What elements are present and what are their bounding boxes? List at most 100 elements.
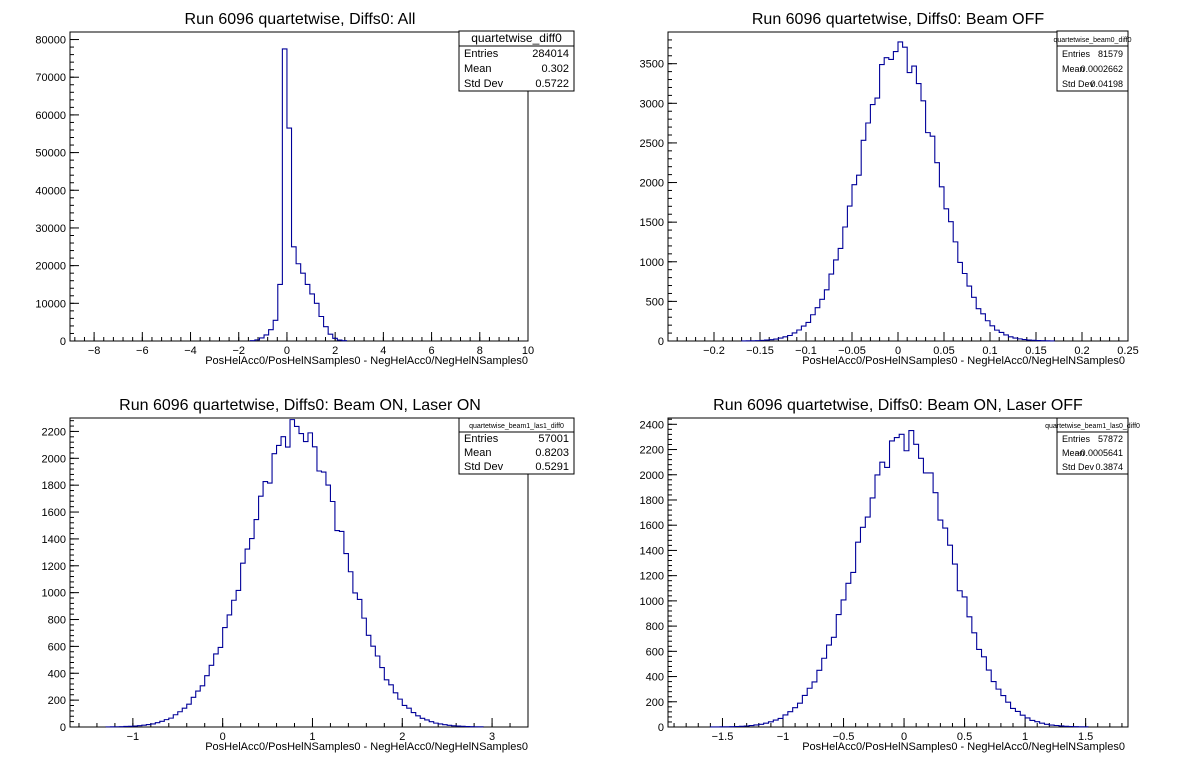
- histogram-bin: [939, 187, 944, 341]
- x-tick-label: 3: [489, 731, 495, 743]
- histogram-bin: [133, 726, 137, 727]
- histogram-bin: [958, 262, 963, 341]
- y-tick-label: 2000: [42, 453, 66, 465]
- histogram-bin: [870, 105, 875, 341]
- histogram-bin: [380, 668, 384, 727]
- x-tick-label: 0: [895, 345, 901, 357]
- histogram-line: [105, 419, 484, 728]
- histogram-bin: [429, 722, 433, 727]
- x-tick-label: −1.5: [712, 731, 734, 743]
- x-tick-label: −1: [777, 731, 790, 743]
- histogram-bin: [880, 462, 885, 727]
- histogram-bin: [296, 264, 301, 341]
- histogram-bin: [860, 527, 865, 727]
- histogram-bin: [952, 564, 957, 727]
- x-axis-title: PosHelAcc0/PosHelNSamples0 - NegHelAcc0/…: [802, 355, 1125, 367]
- histogram-bin: [348, 572, 352, 727]
- y-tick-label: 10000: [35, 298, 66, 310]
- histogram-bin: [187, 704, 191, 727]
- histogram-bin: [938, 520, 943, 727]
- histogram-bin: [452, 726, 456, 727]
- y-tick-label: 2500: [640, 138, 664, 150]
- y-tick-label: 1600: [640, 520, 664, 532]
- histogram-bin: [890, 441, 895, 727]
- histogram-bin: [1035, 722, 1040, 727]
- histogram-bin: [817, 670, 822, 727]
- histogram-line: [741, 41, 1055, 342]
- histogram-bin: [402, 705, 406, 727]
- y-tick-label: 2200: [42, 426, 66, 438]
- x-tick-label: 6: [429, 345, 435, 357]
- histogram-bin: [456, 726, 460, 727]
- stats-value: 57001: [538, 433, 569, 445]
- histogram-bin: [263, 482, 267, 727]
- histogram-bin: [461, 726, 465, 727]
- y-tick-label: 60000: [35, 110, 66, 122]
- histogram-bin: [1030, 720, 1035, 727]
- y-tick-label: 400: [646, 672, 664, 684]
- histogram-bin: [1011, 708, 1016, 727]
- stats-value: 0.5291: [535, 461, 569, 473]
- y-tick-label: 1400: [42, 534, 66, 546]
- histogram-bin: [898, 42, 903, 341]
- histogram-bin: [935, 163, 940, 341]
- histogram-bin: [914, 444, 919, 727]
- histogram-bin: [765, 340, 770, 341]
- histogram-bin: [182, 708, 186, 727]
- stats-value: 0.0002662: [1080, 64, 1123, 74]
- histogram-bin: [806, 322, 811, 341]
- histogram-bin: [273, 320, 278, 341]
- histogram-bin: [223, 628, 227, 727]
- stats-box: [1056, 30, 1129, 92]
- y-tick-label: 20000: [35, 261, 66, 273]
- histogram-bin: [305, 284, 310, 341]
- histogram-bin: [907, 73, 912, 341]
- chart-title: Run 6096 quartetwise, Diffs0: All: [185, 11, 416, 28]
- histogram-bin: [788, 712, 793, 727]
- histogram-bin: [990, 326, 995, 341]
- y-tick-label: 2000: [640, 470, 664, 482]
- y-tick-label: 1000: [640, 257, 664, 269]
- histogram-bin: [875, 475, 880, 727]
- histogram-bin: [948, 545, 953, 727]
- histogram-bin: [411, 713, 415, 727]
- histogram-line: [249, 48, 348, 342]
- histogram-bin: [151, 724, 155, 727]
- y-tick-label: 800: [646, 621, 664, 633]
- x-tick-label: −0.05: [838, 345, 866, 357]
- histogram-bin: [272, 454, 276, 727]
- histogram-bin: [972, 297, 977, 341]
- histogram-bin: [760, 340, 765, 341]
- stats-label: Mean: [1062, 64, 1085, 74]
- histogram-bin: [214, 654, 218, 727]
- histogram-bin: [1015, 711, 1020, 727]
- histogram-bin: [999, 332, 1004, 341]
- histogram-bin: [250, 539, 254, 727]
- histogram-bin: [812, 682, 817, 727]
- histogram-bin: [783, 337, 788, 341]
- histogram-bin: [856, 542, 861, 727]
- histogram-bin: [962, 597, 967, 727]
- histogram-bin: [802, 695, 807, 727]
- x-tick-label: 4: [380, 345, 386, 357]
- chart-title: Run 6096 quartetwise, Diffs0: Beam OFF: [752, 11, 1045, 28]
- histogram-bin: [290, 420, 294, 727]
- y-tick-label: 1500: [640, 217, 664, 229]
- histogram-bin: [312, 447, 316, 727]
- histogram-bin: [384, 680, 388, 727]
- stats-value: −0.0005641: [1075, 448, 1123, 458]
- stats-label: Mean: [464, 63, 492, 75]
- stats-title: quartetwise_beam1_las1_diff0: [469, 423, 564, 430]
- histogram-bin: [1006, 702, 1011, 727]
- y-tick-label: 1000: [640, 596, 664, 608]
- histogram-bin: [1013, 338, 1018, 341]
- histogram-bin: [861, 140, 866, 341]
- x-tick-label: 0: [901, 731, 907, 743]
- stats-title: quartetwise_beam1_las0_diff0: [1045, 423, 1140, 430]
- y-tick-label: 0: [658, 722, 664, 734]
- stats-value: 0.5722: [535, 78, 569, 90]
- histogram-bin: [995, 330, 1000, 341]
- histogram-bin: [982, 657, 987, 727]
- histogram-bin: [769, 340, 774, 341]
